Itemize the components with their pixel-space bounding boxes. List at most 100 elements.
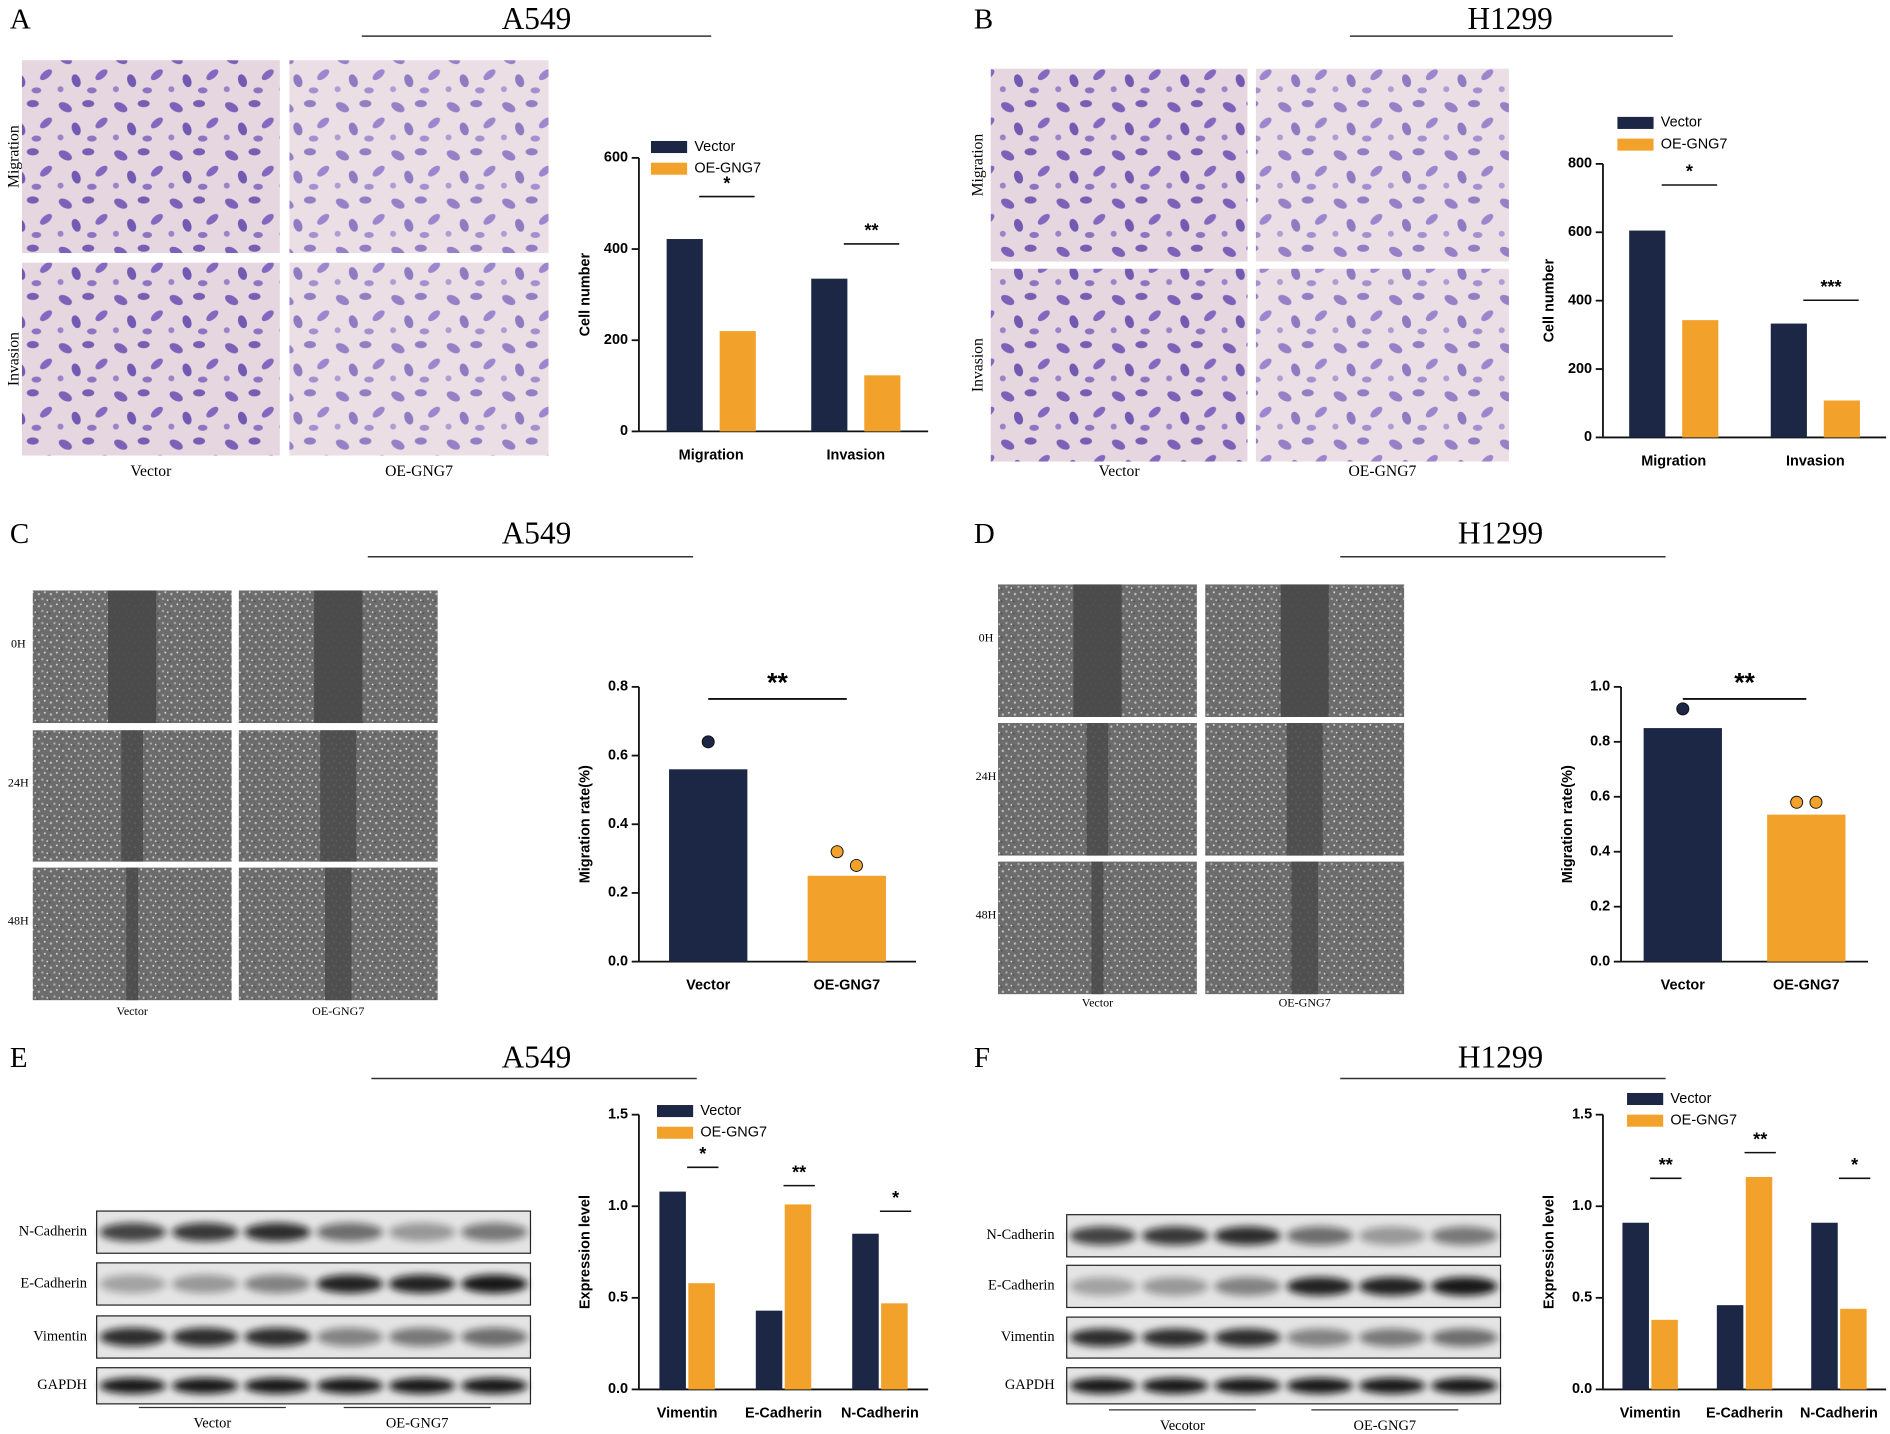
bar bbox=[852, 1233, 879, 1390]
band-label: E-Cadherin bbox=[20, 1275, 87, 1291]
x-tick-label: Vector bbox=[1661, 978, 1706, 994]
x-tick-label: N-Cadherin bbox=[1800, 1405, 1878, 1421]
blot-band bbox=[388, 1327, 456, 1347]
wound-gap bbox=[1091, 861, 1104, 995]
data-point bbox=[849, 858, 863, 872]
blot-band bbox=[316, 1377, 383, 1394]
legend-label: Vector bbox=[700, 1103, 741, 1119]
legend-label: OE-GNG7 bbox=[1670, 1113, 1737, 1129]
y-tick-label: 0 bbox=[620, 423, 628, 439]
y-tick-label: 0.2 bbox=[608, 885, 628, 901]
legend-swatch bbox=[1627, 1114, 1664, 1127]
y-tick-label: 0.5 bbox=[608, 1290, 628, 1306]
blot-strip bbox=[96, 1315, 532, 1359]
legend-swatch bbox=[650, 162, 688, 175]
bar bbox=[1767, 814, 1846, 962]
micrograph bbox=[21, 262, 280, 456]
blot-strip bbox=[96, 1367, 532, 1405]
y-tick-label: 400 bbox=[604, 241, 628, 257]
y-tick-label: 0.5 bbox=[1572, 1290, 1592, 1306]
x-tick-label: Migration bbox=[1641, 453, 1706, 469]
wound-gap bbox=[121, 730, 144, 862]
y-tick-label: 0.4 bbox=[1590, 844, 1610, 860]
col-label: Vector bbox=[116, 1004, 147, 1018]
group-label: OE-GNG7 bbox=[386, 1416, 449, 1432]
panel-letter: E bbox=[10, 1042, 28, 1074]
data-point bbox=[1676, 702, 1690, 716]
micrograph bbox=[990, 268, 1248, 462]
blot-band bbox=[1286, 1277, 1354, 1296]
col-label: Vector bbox=[1099, 463, 1141, 480]
bar bbox=[1651, 1319, 1678, 1390]
blot-band bbox=[171, 1222, 239, 1242]
micrograph bbox=[289, 262, 549, 456]
bar bbox=[784, 1204, 812, 1390]
blot-band bbox=[244, 1377, 311, 1394]
band-label: N-Cadherin bbox=[19, 1223, 87, 1239]
blot-band bbox=[1431, 1226, 1498, 1246]
bar bbox=[669, 769, 748, 962]
x-tick-label: Vimentin bbox=[657, 1405, 718, 1421]
legend-label: Vector bbox=[1670, 1091, 1711, 1107]
row-label: 48H bbox=[8, 914, 29, 928]
data-point bbox=[1790, 795, 1804, 809]
blot-band bbox=[1069, 1226, 1137, 1246]
x-tick-label: Vector bbox=[686, 978, 731, 994]
y-tick-label: 0.0 bbox=[608, 953, 628, 969]
blot-band bbox=[1286, 1377, 1354, 1394]
blot-band bbox=[99, 1222, 167, 1242]
blot-band bbox=[388, 1222, 456, 1242]
blot-strip bbox=[1066, 1367, 1502, 1405]
bar bbox=[881, 1303, 908, 1390]
blot-band bbox=[316, 1274, 383, 1294]
band-label: GAPDH bbox=[37, 1377, 87, 1393]
wound-gap bbox=[126, 867, 139, 1001]
significance-label: * bbox=[699, 1144, 707, 1164]
y-tick-label: 0.6 bbox=[1590, 789, 1610, 805]
y-tick-label: 600 bbox=[604, 150, 628, 166]
significance-label: ** bbox=[1734, 667, 1755, 697]
micrograph bbox=[21, 60, 280, 254]
legend-swatch bbox=[656, 1105, 694, 1118]
data-point bbox=[1809, 795, 1823, 809]
x-tick-label: Migration bbox=[679, 447, 744, 463]
x-tick-label: Invasion bbox=[1786, 453, 1845, 469]
wound-gap bbox=[320, 730, 357, 862]
blot-band bbox=[1069, 1328, 1137, 1347]
blot-band bbox=[1214, 1277, 1281, 1296]
legend-label: OE-GNG7 bbox=[694, 161, 761, 177]
bar bbox=[864, 375, 901, 432]
panel-title: A549 bbox=[502, 1040, 572, 1075]
legend-swatch bbox=[1627, 1092, 1664, 1106]
y-tick-label: 0.2 bbox=[1590, 898, 1610, 914]
col-label: OE-GNG7 bbox=[312, 1004, 364, 1018]
data-point bbox=[701, 735, 715, 749]
y-tick-label: 0.8 bbox=[608, 679, 628, 695]
panel-title: H1299 bbox=[1458, 1040, 1543, 1075]
bar bbox=[719, 331, 756, 432]
y-axis-title: Cell number bbox=[578, 253, 594, 337]
wound-gap bbox=[1291, 861, 1318, 995]
x-tick-label: E-Cadherin bbox=[745, 1405, 822, 1421]
blot-band bbox=[171, 1377, 239, 1394]
bar bbox=[1643, 728, 1722, 962]
micrograph bbox=[990, 68, 1248, 262]
y-tick-label: 0.0 bbox=[1572, 1381, 1592, 1397]
bar bbox=[1622, 1222, 1649, 1390]
blot-band bbox=[1069, 1377, 1137, 1394]
significance-label: * bbox=[892, 1188, 900, 1208]
significance-label: ** bbox=[792, 1162, 807, 1182]
y-tick-label: 1.0 bbox=[1572, 1198, 1592, 1214]
y-tick-label: 0.4 bbox=[608, 816, 628, 832]
wound-gap bbox=[1073, 584, 1122, 717]
y-axis-title: Expression level bbox=[578, 1195, 594, 1309]
blot-band bbox=[1214, 1226, 1281, 1246]
panel-letter: F bbox=[974, 1042, 990, 1074]
row-label: 0H bbox=[11, 636, 26, 650]
blot-band bbox=[1141, 1277, 1209, 1296]
col-label: Vector bbox=[1082, 996, 1113, 1010]
panel-title: H1299 bbox=[1468, 1, 1553, 36]
blot-band bbox=[1431, 1328, 1498, 1347]
